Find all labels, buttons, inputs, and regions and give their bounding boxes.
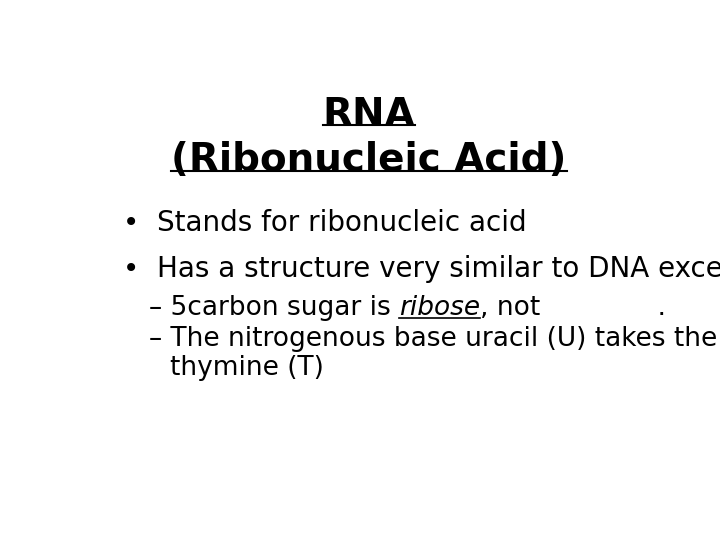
- Text: – The nitrogenous base uracil (U) takes the place of: – The nitrogenous base uracil (U) takes …: [148, 326, 720, 352]
- Text: (Ribonucleic Acid): (Ribonucleic Acid): [171, 141, 567, 179]
- Text: ribose: ribose: [399, 295, 480, 321]
- Text: RNA: RNA: [323, 96, 415, 134]
- Text: thymine (T): thymine (T): [170, 355, 324, 381]
- Text: , not              .: , not .: [480, 295, 666, 321]
- Text: •  Has a structure very similar to DNA except: • Has a structure very similar to DNA ex…: [124, 254, 720, 282]
- Text: •  Stands for ribonucleic acid: • Stands for ribonucleic acid: [124, 209, 527, 237]
- Text: – 5carbon sugar is: – 5carbon sugar is: [148, 295, 399, 321]
